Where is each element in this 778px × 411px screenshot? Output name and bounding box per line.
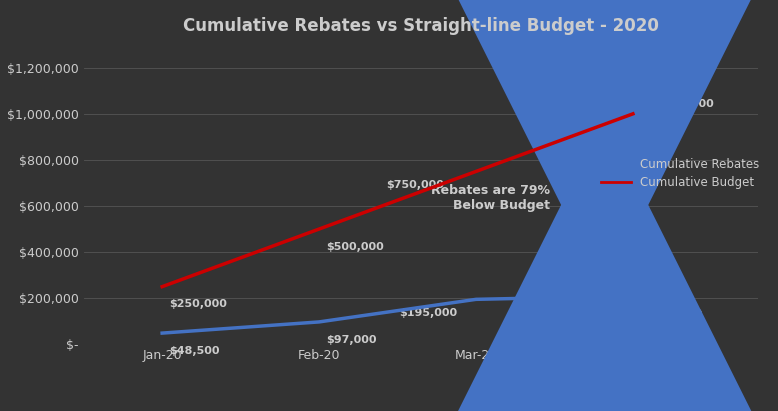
Text: Rebates are 79%
Below Budget: Rebates are 79% Below Budget [431, 184, 550, 212]
Text: $209,500: $209,500 [644, 309, 703, 319]
Text: $97,000: $97,000 [326, 335, 377, 345]
Text: $250,000: $250,000 [169, 300, 227, 309]
Title: Cumulative Rebates vs Straight-line Budget - 2020: Cumulative Rebates vs Straight-line Budg… [183, 17, 659, 35]
Text: $1,000,000: $1,000,000 [644, 99, 713, 109]
Legend: Cumulative Rebates, Cumulative Budget: Cumulative Rebates, Cumulative Budget [601, 157, 759, 189]
Text: $750,000: $750,000 [386, 180, 443, 190]
Text: $500,000: $500,000 [326, 242, 384, 252]
Text: $195,000: $195,000 [400, 308, 457, 318]
Text: $48,500: $48,500 [169, 346, 219, 356]
